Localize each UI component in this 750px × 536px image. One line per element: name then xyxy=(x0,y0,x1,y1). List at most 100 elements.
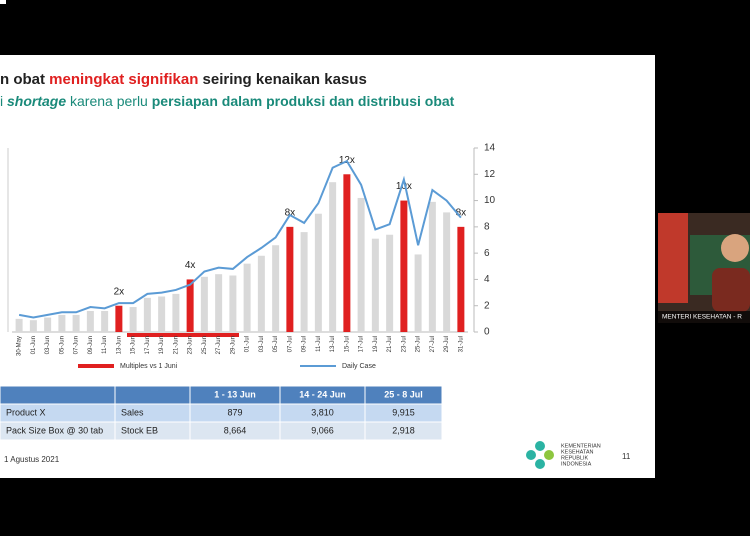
corner-icon xyxy=(0,0,6,4)
cell-text: 25 - 8 Jul xyxy=(384,389,423,399)
x-tick-label: 29-Jun xyxy=(230,336,236,354)
cell-text: 9,066 xyxy=(311,425,334,435)
value-label: 2x xyxy=(114,286,125,297)
bar xyxy=(343,174,351,332)
y-tick-label: 10 xyxy=(484,195,496,206)
bar xyxy=(15,318,23,332)
cell-text: 8,664 xyxy=(224,425,247,435)
video-label: MENTERI KESEHATAN - R xyxy=(662,314,742,321)
x-tick-label: 31-Jul xyxy=(458,336,464,352)
cell-text: 3,810 xyxy=(311,407,334,417)
x-tick-label: 23-Jul xyxy=(401,336,407,352)
x-tick-label: 27-Jun xyxy=(216,336,222,354)
cell-text: 1 - 13 Jun xyxy=(214,389,256,399)
slide-subtitle: i shortage karena perlu persiapan dalam … xyxy=(0,93,455,109)
cell-text: Sales xyxy=(121,407,144,417)
title-part: seiring kenaikan kasus xyxy=(198,71,366,88)
cell-text: Pack Size Box @ 30 tab xyxy=(6,425,103,435)
bar xyxy=(29,320,37,332)
x-tick-label: 21-Jun xyxy=(173,336,179,354)
x-tick-label: 19-Jun xyxy=(159,336,165,354)
y-tick-label: 0 xyxy=(484,327,490,338)
value-label: 8x xyxy=(456,207,467,218)
x-tick-label: 05-Jul xyxy=(273,336,279,352)
bar xyxy=(243,263,251,332)
legend-label: Daily Case xyxy=(342,363,376,370)
table-cell xyxy=(114,385,191,405)
bar xyxy=(200,276,208,332)
x-tick-label: 09-Jun xyxy=(88,336,94,354)
logo-text: INDONESIA xyxy=(561,461,592,467)
cell-text: 14 - 24 Jun xyxy=(299,389,346,399)
legend-label: Multiples vs 1 Juni xyxy=(120,363,178,370)
x-tick-label: 03-Jul xyxy=(259,336,265,352)
x-tick-label: 19-Jul xyxy=(373,336,379,352)
y-tick-label: 8 xyxy=(484,221,490,232)
bar xyxy=(286,226,294,332)
cell-text: Product X xyxy=(6,407,46,417)
bar xyxy=(457,226,465,332)
bar xyxy=(400,200,408,332)
subtitle-part: i xyxy=(0,93,7,109)
bar xyxy=(371,238,379,332)
bar xyxy=(300,232,308,332)
bar xyxy=(158,296,166,332)
title-part: n obat xyxy=(0,71,49,88)
x-tick-label: 13-Jun xyxy=(116,336,122,354)
x-tick-label: 23-Jun xyxy=(188,336,194,354)
x-tick-label: 15-Jul xyxy=(344,336,350,352)
x-tick-label: 25-Jul xyxy=(416,336,422,352)
cell-text: Stock EB xyxy=(121,425,158,435)
bar xyxy=(44,317,52,332)
bar xyxy=(314,213,322,332)
y-tick-label: 2 xyxy=(484,300,490,311)
x-tick-label: 25-Jun xyxy=(202,336,208,354)
x-tick-label: 01-Jul xyxy=(245,336,251,352)
bar xyxy=(86,310,94,332)
x-tick-label: 11-Jun xyxy=(102,336,108,354)
video-thumbnail: MENTERI KESEHATAN - R xyxy=(658,213,750,323)
bar xyxy=(443,212,451,332)
bar xyxy=(414,254,422,332)
bar xyxy=(101,310,109,332)
subtitle-part: shortage xyxy=(7,93,66,109)
y-tick-label: 6 xyxy=(484,248,490,259)
bar xyxy=(172,293,180,332)
cell-text: 9,915 xyxy=(392,407,415,417)
bar xyxy=(272,245,280,332)
logo-text: KEMENTERIAN xyxy=(561,443,601,449)
y-tick-label: 14 xyxy=(484,143,496,154)
cell-text: 879 xyxy=(227,407,242,417)
subtitle-part: persiapan dalam produksi dan distribusi … xyxy=(152,93,455,109)
table-cell xyxy=(0,385,116,405)
x-tick-label: 09-Jul xyxy=(302,336,308,352)
x-tick-label: 17-Jun xyxy=(145,336,151,354)
x-tick-label: 03-Jun xyxy=(45,336,51,354)
x-tick-label: 17-Jul xyxy=(359,336,365,352)
y-tick-label: 12 xyxy=(484,169,496,180)
slide-date: 1 Agustus 2021 xyxy=(4,455,60,464)
bar xyxy=(215,274,223,332)
value-label: 8x xyxy=(285,207,296,218)
bar xyxy=(229,275,237,332)
chart: 0 2 4 6 8 10 12 14 30-May 01-Jun 03-Jun 05-Jun 07-Ju… xyxy=(12,143,496,370)
table-cell xyxy=(364,421,443,441)
x-tick-label: 07-Jul xyxy=(287,336,293,352)
cell-text: 2,918 xyxy=(392,425,415,435)
x-tick-label: 30-May xyxy=(17,336,23,356)
x-tick-label: 27-Jul xyxy=(430,336,436,352)
bar xyxy=(143,297,151,332)
y-tick-label: 4 xyxy=(484,274,490,285)
bar xyxy=(428,201,436,332)
x-tick-label: 15-Jun xyxy=(131,336,137,354)
logo-text: KESEHATAN xyxy=(561,449,594,455)
page-number: 11 xyxy=(622,452,631,461)
bar xyxy=(329,182,337,332)
subtitle-part: karena perlu xyxy=(66,93,152,109)
x-tick-label: 05-Jun xyxy=(59,336,65,354)
bar xyxy=(357,197,365,332)
title-part: meningkat signifikan xyxy=(49,71,198,88)
x-tick-label: 01-Jun xyxy=(31,336,37,354)
line xyxy=(18,159,462,319)
bar xyxy=(257,255,265,332)
